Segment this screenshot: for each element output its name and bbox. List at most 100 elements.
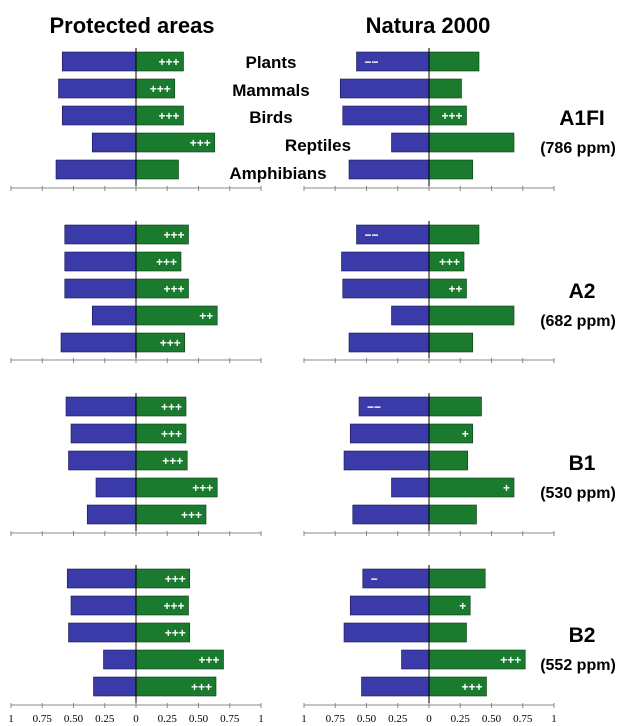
bar-negative-mammals <box>339 78 430 99</box>
bar-positive-reptiles <box>428 132 515 153</box>
bar-positive-amphibians <box>428 504 477 525</box>
significance-label: +++ <box>156 255 177 269</box>
tick-label: 0.50 <box>64 713 84 725</box>
bar-negative-amphibians <box>348 159 430 180</box>
bar-negative-mammals <box>58 78 137 99</box>
bar-positive-birds <box>428 450 469 471</box>
bar-negative-reptiles <box>91 132 137 153</box>
bar-negative-birds <box>342 278 430 299</box>
x-axis <box>303 186 555 191</box>
tick-label: 0.50 <box>482 713 502 725</box>
significance-label: +++ <box>158 109 179 123</box>
significance-label: −− <box>365 55 379 69</box>
bar-negative-amphibians <box>348 332 430 353</box>
x-axis <box>10 186 262 191</box>
category-label-amphibians: Amphibians <box>229 164 326 183</box>
significance-label: +++ <box>150 82 171 96</box>
scenario-ppm-label: (682 ppm) <box>540 313 616 330</box>
significance-label: +++ <box>192 481 213 495</box>
scenario-label: B1 <box>569 452 596 475</box>
bar-negative-reptiles <box>91 305 137 326</box>
tick-label: 1 <box>8 713 14 725</box>
tick-label: 1 <box>551 713 557 725</box>
significance-label: +++ <box>441 109 462 123</box>
tick-label: 0.50 <box>189 713 209 725</box>
tick-label: 0.25 <box>388 713 408 725</box>
panel-b2-protected-areas: +++ +++ +++ +++ +++ <box>66 565 224 705</box>
tick-label: 0 <box>133 713 139 725</box>
panel-b1-natura-2000: −− + + <box>343 393 515 533</box>
bar-positive-plants <box>428 568 486 589</box>
category-label-plants: Plants <box>245 53 296 72</box>
significance-label: +++ <box>461 680 482 694</box>
category-label-reptiles: Reptiles <box>285 136 351 155</box>
bar-negative-reptiles <box>103 649 137 670</box>
significance-label: +++ <box>163 228 184 242</box>
bar-negative-birds <box>61 105 137 126</box>
significance-label: +++ <box>161 427 182 441</box>
scenario-ppm-label: (530 ppm) <box>540 485 616 502</box>
significance-label: ++ <box>199 309 213 323</box>
bar-positive-birds <box>428 622 467 643</box>
significance-label: +++ <box>190 136 211 150</box>
bar-negative-birds <box>68 450 137 471</box>
significance-label: +++ <box>163 599 184 613</box>
bar-negative-amphibians <box>60 332 137 353</box>
bar-negative-amphibians <box>55 159 137 180</box>
significance-label: + <box>462 427 469 441</box>
significance-label: +++ <box>163 282 184 296</box>
bar-positive-reptiles <box>428 477 515 498</box>
tick-label: 0.75 <box>513 713 533 725</box>
tick-label: 0.25 <box>95 713 115 725</box>
bar-negative-birds <box>68 622 137 643</box>
bar-positive-amphibians <box>135 159 179 180</box>
panel-b1-protected-areas: +++ +++ +++ +++ +++ <box>65 393 218 533</box>
scenario-label: B2 <box>569 624 596 647</box>
bar-positive-reptiles <box>428 305 515 326</box>
bar-negative-reptiles <box>391 477 430 498</box>
significance-label: −− <box>367 400 381 414</box>
bar-negative-mammals <box>341 251 430 272</box>
bar-positive-mammals <box>428 78 462 99</box>
tick-label: 0 <box>426 713 432 725</box>
panel-b2-natura-2000: −+++++++ <box>343 565 526 705</box>
bar-negative-mammals <box>349 423 430 444</box>
significance-label: +++ <box>160 336 181 350</box>
bar-negative-reptiles <box>391 305 430 326</box>
bar-negative-amphibians <box>352 504 430 525</box>
bar-negative-plants <box>61 51 137 72</box>
bar-negative-amphibians <box>93 676 137 697</box>
significance-label: +++ <box>158 55 179 69</box>
tick-label: 1 <box>258 713 264 725</box>
category-label-birds: Birds <box>249 108 292 127</box>
scenario-label: A1FI <box>559 107 605 130</box>
panel-a1fi-natura-2000: −− +++ <box>339 48 515 188</box>
x-axis <box>303 531 555 536</box>
significance-label: +++ <box>165 572 186 586</box>
bar-positive-plants <box>428 224 480 245</box>
tick-label: 0.75 <box>220 713 240 725</box>
bar-negative-birds <box>342 105 430 126</box>
tick-label: 0.50 <box>357 713 377 725</box>
bar-positive-amphibians <box>428 159 474 180</box>
significance-label: ++ <box>448 282 462 296</box>
panel-a2-protected-areas: ++++++++++++++ <box>60 221 218 360</box>
panel-a1fi-protected-areas: +++ +++ +++ +++ <box>55 48 216 188</box>
bar-negative-birds <box>64 278 137 299</box>
significance-label: +++ <box>162 454 183 468</box>
tick-label: 0.75 <box>326 713 346 725</box>
bar-negative-birds <box>343 450 430 471</box>
significance-label: − <box>371 572 378 586</box>
significance-label: +++ <box>500 653 521 667</box>
panel-a2-natura-2000: −−+++++ <box>341 221 515 360</box>
scenario-ppm-label: (786 ppm) <box>540 140 616 157</box>
bar-negative-reptiles <box>95 477 137 498</box>
x-axis: 1 0.75 0.50 0.25 0 0.25 0.50 0.75 1 <box>8 703 264 725</box>
panel-title-natura-2000: Natura 2000 <box>366 13 491 38</box>
bar-positive-plants <box>428 396 482 417</box>
x-axis <box>303 358 555 363</box>
bar-positive-amphibians <box>428 332 474 353</box>
bar-negative-plants <box>66 568 137 589</box>
bar-negative-plants <box>64 224 137 245</box>
